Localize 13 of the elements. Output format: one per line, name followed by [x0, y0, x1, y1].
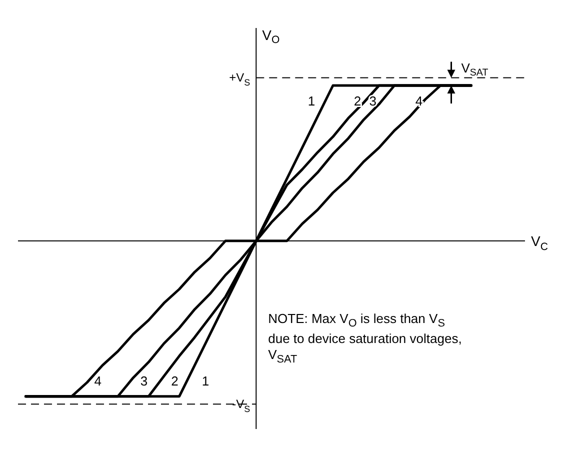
- text: 3: [140, 373, 148, 388]
- text: 2: [171, 373, 178, 388]
- text: V$_{SAT}$: [461, 60, 488, 79]
- ref-line-label: +V$_{S}$: [229, 70, 250, 88]
- x-axis-title: V$_{C}$: [531, 232, 548, 253]
- text: 1: [202, 373, 210, 388]
- ref-line-label: -V$_{S}$: [232, 397, 250, 414]
- series-label: 1: [308, 94, 316, 109]
- text: 4: [94, 373, 102, 388]
- y-axis-title: V$_{O}$: [262, 27, 280, 46]
- series-label: 2: [354, 94, 362, 109]
- annotation: NOTE: Max V$_{O}$ is less than V$_{S}$ due to device saturation voltages, V$_{SAT}$: [268, 310, 463, 368]
- series-label: 3: [369, 94, 377, 109]
